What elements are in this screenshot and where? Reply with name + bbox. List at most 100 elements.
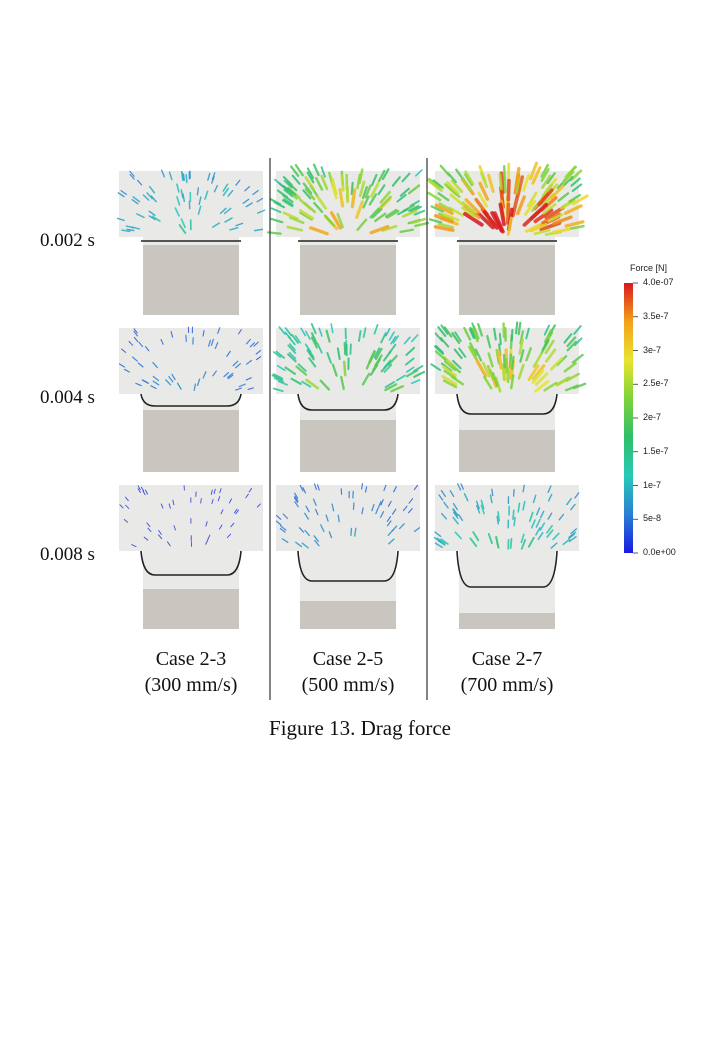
force-arrow <box>142 490 146 496</box>
force-arrow <box>210 338 215 347</box>
force-arrow <box>539 522 546 531</box>
force-arrow <box>495 348 501 365</box>
force-arrow <box>197 205 202 215</box>
force-arrow <box>379 511 385 518</box>
interface-line <box>456 393 558 415</box>
case-speed: (700 mm/s) <box>460 674 554 696</box>
force-arrow <box>343 342 347 356</box>
force-arrow <box>282 513 289 520</box>
force-arrow <box>409 200 420 207</box>
force-arrow <box>377 184 386 196</box>
force-arrow <box>200 498 202 504</box>
force-arrow <box>368 349 376 364</box>
force-arrow <box>305 378 320 390</box>
figure-caption: Figure 13. Drag force <box>269 716 451 740</box>
force-arrow <box>235 509 239 515</box>
force-arrow <box>329 211 343 230</box>
force-arrow <box>235 387 242 391</box>
force-arrow <box>294 164 304 177</box>
force-arrow <box>570 503 576 511</box>
interface-line <box>297 393 399 411</box>
force-arrow <box>516 195 526 216</box>
force-arrow <box>529 161 539 181</box>
force-arrow <box>353 527 357 537</box>
force-arrow <box>562 538 571 546</box>
force-arrow <box>123 518 129 523</box>
case-name: Case 2-3 <box>155 648 227 670</box>
force-arrow <box>396 193 407 203</box>
force-arrow <box>148 215 156 221</box>
force-arrow <box>125 504 130 509</box>
force-arrow <box>132 196 141 203</box>
colorbar-tick-label: 4.0e-07 <box>643 277 674 287</box>
force-arrow <box>442 365 457 377</box>
force-arrow <box>245 377 252 381</box>
fluid-region <box>119 328 263 394</box>
channel-region <box>300 551 396 601</box>
force-arrow <box>356 173 362 190</box>
force-arrow <box>141 486 145 492</box>
force-arrow <box>131 544 137 548</box>
force-arrow <box>414 221 429 228</box>
force-arrow <box>568 531 577 538</box>
force-arrow <box>436 537 446 545</box>
force-arrow <box>482 375 493 390</box>
force-arrow <box>283 189 294 198</box>
force-arrow <box>174 207 180 217</box>
force-arrow <box>543 324 551 336</box>
force-arrow <box>146 192 154 200</box>
force-arrow <box>506 216 513 236</box>
colorbar-tick-label: 2e-7 <box>643 412 662 422</box>
force-arrow <box>549 184 565 200</box>
force-arrow <box>320 524 325 533</box>
force-arrow <box>498 202 506 227</box>
force-arrow <box>331 363 338 377</box>
force-arrow <box>235 179 241 186</box>
force-arrow <box>496 515 499 525</box>
force-arrow <box>537 531 544 541</box>
force-arrow <box>274 178 284 187</box>
force-arrow <box>487 173 495 193</box>
force-arrow <box>440 538 449 545</box>
force-arrow <box>168 375 174 383</box>
force-arrow <box>476 211 495 230</box>
force-arrow <box>434 531 442 537</box>
force-arrow <box>245 493 249 499</box>
force-arrow <box>440 489 447 498</box>
force-arrow <box>373 347 381 359</box>
force-arrow <box>438 222 455 229</box>
force-arrow <box>502 354 506 369</box>
force-arrow <box>214 342 219 349</box>
force-arrow <box>362 327 367 339</box>
force-arrow <box>428 218 443 224</box>
force-arrow <box>152 361 158 369</box>
panel-r1-c1 <box>116 169 266 315</box>
force-arrow <box>313 201 324 214</box>
force-arrow <box>294 492 299 499</box>
force-arrow <box>316 342 323 354</box>
force-arrow <box>530 519 536 529</box>
force-arrow <box>318 327 323 337</box>
colorbar-tick-label: 1e-7 <box>643 479 662 490</box>
force-arrow <box>392 335 399 344</box>
force-arrow <box>272 387 284 393</box>
force-arrow <box>223 372 229 378</box>
force-arrow <box>512 509 515 521</box>
force-arrow <box>253 228 264 232</box>
force-arrow <box>397 208 409 216</box>
panel-r2-c1 <box>118 326 263 472</box>
force-arrow <box>502 322 506 339</box>
force-arrow <box>525 327 530 340</box>
force-arrow <box>204 190 209 200</box>
force-arrow <box>120 190 127 196</box>
force-arrow <box>242 198 250 204</box>
force-arrow <box>272 373 284 380</box>
force-arrow <box>286 187 297 196</box>
force-arrow <box>168 503 171 509</box>
force-arrow <box>475 500 480 510</box>
force-arrow <box>330 323 334 334</box>
force-arrow <box>380 499 384 506</box>
force-arrow <box>212 370 217 377</box>
force-arrow <box>328 531 333 539</box>
force-arrow <box>430 363 441 371</box>
